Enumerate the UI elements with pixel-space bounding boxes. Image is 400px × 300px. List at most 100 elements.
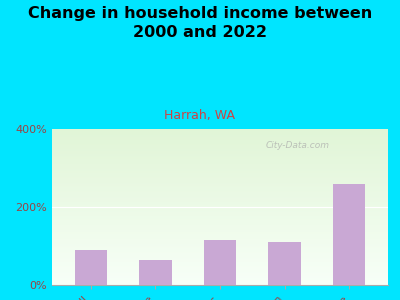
Bar [52, 177, 388, 178]
Bar [52, 190, 388, 191]
Bar [52, 158, 388, 159]
Bar [52, 264, 388, 265]
Bar [52, 132, 388, 133]
Bar [52, 235, 388, 236]
Bar [52, 201, 388, 202]
Bar [52, 206, 388, 207]
Bar [52, 154, 388, 155]
Bar [52, 199, 388, 200]
Bar [52, 147, 388, 148]
Bar [204, 240, 236, 285]
Bar [52, 137, 388, 138]
Bar [52, 141, 388, 142]
Bar [52, 263, 388, 264]
Bar [52, 146, 388, 147]
Bar [52, 251, 388, 252]
Bar [52, 253, 388, 254]
Bar [52, 259, 388, 260]
Bar [52, 282, 388, 283]
Bar [52, 274, 388, 275]
Bar [52, 275, 388, 276]
Bar [52, 234, 388, 235]
Bar [52, 150, 388, 151]
Bar [52, 261, 388, 262]
Bar [52, 145, 388, 146]
Bar [52, 280, 388, 281]
Bar [52, 170, 388, 171]
Bar [52, 256, 388, 257]
Bar [52, 200, 388, 201]
Bar [52, 193, 388, 194]
Bar [52, 212, 388, 213]
Bar [52, 167, 388, 168]
Bar [52, 269, 388, 270]
Bar [52, 227, 388, 228]
Bar [52, 184, 388, 185]
Bar [268, 242, 301, 285]
Bar [52, 175, 388, 176]
Bar [333, 184, 365, 285]
Bar [52, 266, 388, 267]
Bar [52, 216, 388, 217]
Bar [52, 213, 388, 214]
Bar [52, 163, 388, 164]
Bar [52, 174, 388, 175]
Bar [52, 233, 388, 234]
Bar [52, 214, 388, 215]
Bar [52, 237, 388, 238]
Bar [52, 248, 388, 249]
Bar [52, 157, 388, 158]
Bar [52, 204, 388, 205]
Bar [52, 151, 388, 152]
Bar [52, 169, 388, 170]
Bar [52, 168, 388, 169]
Bar [52, 203, 388, 204]
Bar [52, 210, 388, 211]
Bar [52, 194, 388, 195]
Bar [52, 188, 388, 189]
Bar [52, 196, 388, 197]
Bar [52, 133, 388, 134]
Bar [52, 240, 388, 241]
Bar [52, 166, 388, 167]
Bar [52, 131, 388, 132]
Bar [52, 135, 388, 136]
Bar [52, 205, 388, 206]
Bar [52, 260, 388, 261]
Bar [52, 268, 388, 269]
Bar [52, 223, 388, 224]
Bar [52, 272, 388, 273]
Text: Harrah, WA: Harrah, WA [164, 110, 236, 122]
Bar [52, 236, 388, 237]
Bar [52, 245, 388, 246]
Bar [52, 148, 388, 149]
Bar [52, 279, 388, 280]
Bar [52, 258, 388, 259]
Bar [52, 186, 388, 187]
Bar [52, 181, 388, 182]
Bar [52, 267, 388, 268]
Bar [52, 229, 388, 230]
Bar [52, 241, 388, 242]
Bar [52, 173, 388, 174]
Bar [52, 271, 388, 272]
Bar [52, 226, 388, 227]
Bar [52, 185, 388, 186]
Bar [52, 225, 388, 226]
Bar [52, 220, 388, 221]
Bar [52, 192, 388, 193]
Bar [52, 218, 388, 219]
Bar [52, 281, 388, 282]
Bar [52, 129, 388, 130]
Bar [52, 262, 388, 263]
Bar [52, 255, 388, 256]
Bar [52, 217, 388, 218]
Bar [52, 189, 388, 190]
Bar [52, 278, 388, 279]
Bar [52, 242, 388, 243]
Bar [52, 243, 388, 244]
Bar [52, 149, 388, 150]
Bar [52, 231, 388, 232]
Bar [52, 238, 388, 239]
Bar [52, 284, 388, 285]
